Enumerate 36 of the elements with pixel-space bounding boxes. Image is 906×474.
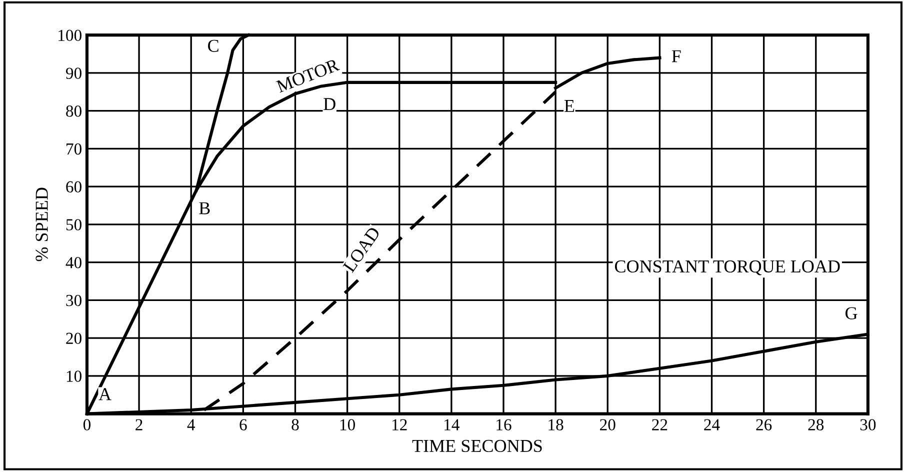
x-tick-label: 20 — [600, 419, 616, 430]
x-tick-label: 10 — [340, 419, 355, 430]
annotation: CONSTANT TORQUE LOAD — [614, 260, 840, 276]
y-tick-label: 100 — [58, 30, 82, 42]
annotation: D — [324, 98, 336, 110]
annotation: F — [672, 50, 681, 62]
x-tick-label: 24 — [704, 419, 720, 430]
x-axis-title: TIME SECONDS — [412, 440, 542, 452]
x-tick-label: 26 — [756, 419, 772, 430]
annotation: B — [199, 202, 210, 214]
y-tick-label: 60 — [66, 181, 82, 193]
x-tick-label: 28 — [808, 419, 824, 430]
y-tick-label: 80 — [66, 106, 82, 117]
x-tick-label: 12 — [392, 419, 407, 430]
x-tick-label: 0 — [83, 419, 91, 430]
annotation: G — [846, 307, 858, 320]
y-tick-label: 10 — [66, 370, 82, 382]
y-tick-label: 70 — [66, 143, 82, 155]
x-tick-label: 14 — [444, 419, 460, 430]
y-tick-label: 40 — [66, 257, 82, 268]
x-tick-label: 30 — [860, 419, 876, 430]
x-tick-label: 16 — [496, 419, 512, 430]
annotation: E — [564, 100, 574, 112]
y-tick-label: 30 — [66, 294, 82, 306]
y-tick-label: 20 — [66, 332, 82, 344]
x-tick-label: 6 — [240, 419, 247, 430]
y-tick-label: 50 — [66, 219, 82, 230]
x-tick-label: 8 — [292, 419, 299, 430]
x-tick-label: 4 — [187, 419, 196, 430]
x-tick-label: 2 — [136, 419, 142, 430]
annotation: C — [208, 40, 218, 52]
y-tick-label: 90 — [66, 68, 82, 79]
y-axis-title: % SPEED — [36, 188, 48, 262]
x-tick-label: 22 — [652, 419, 668, 430]
annotation: A — [98, 388, 112, 400]
x-tick-label: 18 — [548, 419, 564, 430]
